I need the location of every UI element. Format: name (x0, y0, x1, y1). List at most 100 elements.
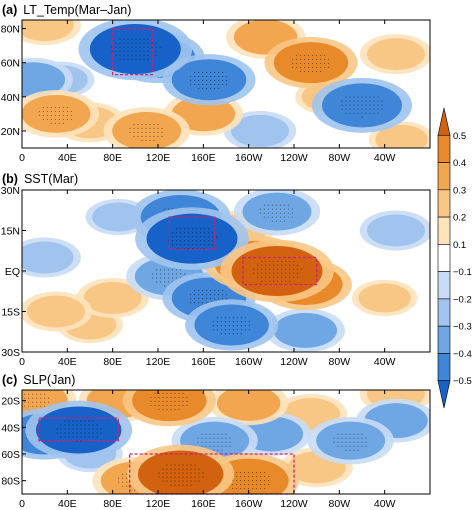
stipple-dot (149, 123, 151, 126)
stipple-dot (123, 58, 125, 60)
stipple-dot (228, 325, 230, 327)
colorbar-segment (437, 162, 451, 191)
stipple-dot (212, 244, 214, 246)
stipple-dot (236, 329, 238, 331)
stipple-dot (341, 108, 343, 110)
stipple-dot (162, 400, 164, 402)
stipple-dot (28, 393, 30, 395)
panel-b: (b) SST(Mar) 0 40E 80E 120E 160E 160W 120W 80W 40W… (1, 172, 431, 368)
stipple-dot (206, 75, 208, 78)
stipple-dot (88, 432, 90, 434)
stipple-dot (300, 54, 302, 56)
stipple-dot (260, 480, 262, 482)
stipple-dot (279, 204, 281, 206)
x-tick-label: 120E (146, 498, 171, 510)
stipple-dot (248, 472, 250, 474)
stipple-dot (308, 62, 310, 64)
stipple-dot (316, 70, 318, 72)
stipple-dot (229, 441, 231, 443)
significance-stipple (228, 472, 270, 494)
anomaly-blob (35, 406, 122, 454)
stipple-dot (147, 38, 149, 40)
stipple-dot (158, 400, 160, 402)
stipple-dot (240, 480, 242, 482)
stipple-dot (226, 75, 228, 78)
stipple-dot (36, 401, 38, 403)
stipple-dot (268, 476, 270, 478)
stipple-dot (214, 294, 216, 296)
stipple-dot (229, 437, 231, 439)
stipple-dot (158, 472, 160, 474)
x-tick-label: 120E (146, 356, 171, 368)
stipple-dot (88, 424, 90, 426)
stipple-dot (153, 123, 155, 126)
stipple-dot (349, 104, 351, 106)
colorbar-tick-label: −0.2 (453, 294, 472, 305)
stipple-dot (220, 317, 222, 319)
stipple-dot (224, 325, 226, 327)
panel-label: (c) (2, 373, 17, 387)
stipple-dot (206, 290, 208, 292)
stipple-dot (224, 329, 226, 331)
stipple-dot (194, 464, 196, 466)
stipple-dot (190, 468, 192, 470)
stipple-dot (301, 268, 303, 270)
stipple-dot (240, 321, 242, 323)
anomaly-blob (231, 114, 289, 147)
stipple-dot (244, 480, 246, 482)
stipple-dot (176, 277, 178, 279)
anomaly-blob (22, 20, 74, 42)
colorbar-tick-label: −0.5 (453, 376, 472, 387)
anomaly-blob (273, 312, 338, 348)
stipple-dot (186, 404, 188, 406)
stipple-dot (271, 220, 273, 222)
stipple-dot (267, 212, 269, 214)
x-tick-label: 40E (58, 356, 77, 368)
highlight-box (168, 216, 216, 251)
stipple-dot (145, 123, 147, 126)
stipple-dot (133, 123, 135, 126)
stipple-dot (164, 273, 166, 275)
stipple-dot (208, 244, 210, 246)
stipple-dot (377, 104, 379, 106)
y-tick-label: 40N (1, 92, 20, 104)
stipple-dot (126, 477, 128, 479)
stipple-dot (126, 481, 128, 483)
stipple-dot (320, 58, 322, 60)
stipple-dot (320, 62, 322, 64)
stipple-dot (361, 108, 363, 110)
stipple-dot (275, 204, 277, 206)
stipple-dot (166, 468, 168, 470)
stipple-dot (373, 112, 375, 114)
stipple-dot (129, 131, 131, 134)
stipple-dot (263, 204, 265, 206)
stipple-dot (137, 127, 139, 130)
stipple-dot (60, 436, 62, 438)
stipple-dot (226, 298, 228, 300)
stipple-dot (281, 272, 283, 274)
significance-stipple (129, 123, 163, 142)
stipple-dot (161, 135, 163, 138)
stipple-dot (190, 464, 192, 466)
stipple-dot (216, 329, 218, 331)
stipple-dot (261, 276, 263, 278)
stipple-dot (157, 131, 159, 134)
stipple-dot (345, 108, 347, 110)
stipple-dot (143, 58, 145, 60)
stipple-dot (285, 264, 287, 266)
stipple-dot (186, 400, 188, 402)
y-tick-label: 20N (1, 126, 20, 138)
stipple-dot (222, 83, 224, 86)
stipple-dot (361, 445, 363, 447)
stipple-dot (135, 38, 137, 40)
stipple-dot (353, 449, 355, 451)
stipple-dot (259, 212, 261, 214)
stipple-dot (244, 321, 246, 323)
stipple-dot (180, 228, 182, 230)
stipple-dot (182, 396, 184, 398)
stipple-dot (265, 272, 267, 274)
x-tick-label: 0 (19, 498, 25, 510)
stipple-dot (40, 393, 42, 395)
stipple-dot (381, 100, 383, 102)
